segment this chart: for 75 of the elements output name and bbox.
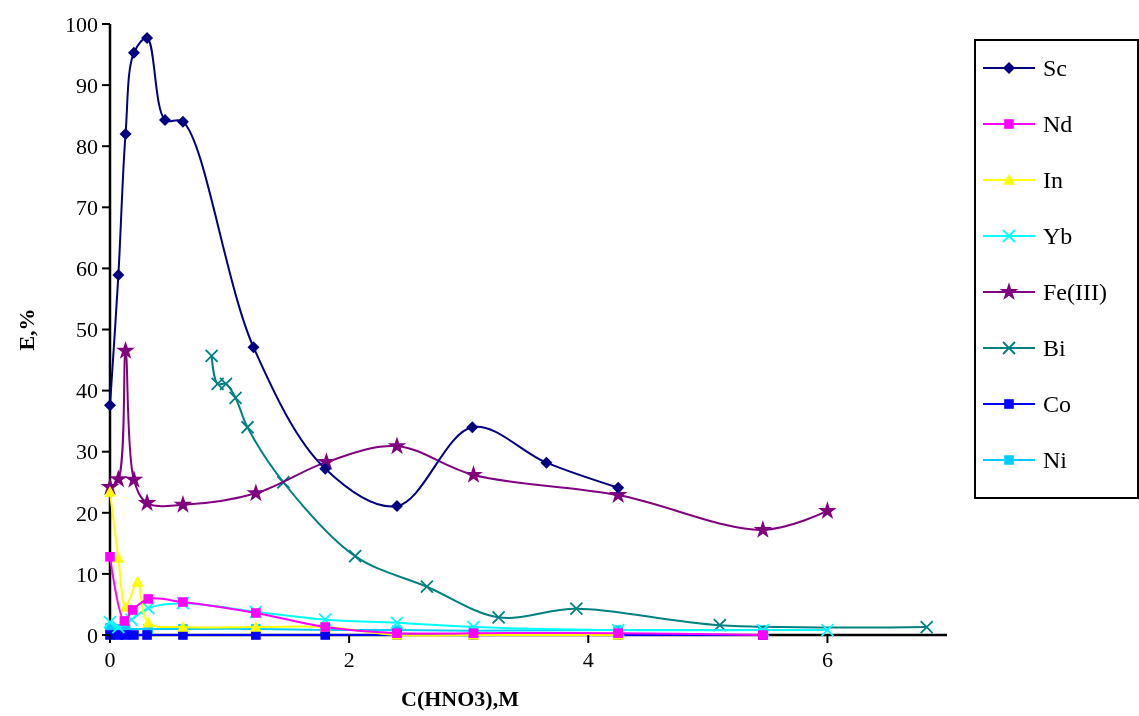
x-axis-title: C(HNO3),M — [401, 686, 520, 711]
point — [387, 436, 407, 455]
point — [419, 579, 434, 594]
y-tick-label: 40 — [76, 378, 98, 404]
point — [466, 421, 479, 434]
point — [540, 456, 553, 469]
point — [142, 616, 155, 628]
legend-label: Ni — [1043, 447, 1068, 474]
point — [104, 399, 116, 412]
point — [818, 501, 837, 519]
point — [112, 269, 125, 282]
legend-label: Nd — [1043, 111, 1073, 138]
point — [390, 615, 404, 630]
point — [390, 500, 403, 513]
y-tick-label: 90 — [76, 72, 98, 98]
point — [124, 470, 144, 488]
point — [820, 623, 835, 638]
legend-label: Sc — [1043, 55, 1067, 82]
x-tick-label: 0 — [104, 647, 116, 672]
legend-label: Fe(III) — [1043, 279, 1107, 306]
point — [753, 520, 773, 538]
point — [319, 462, 332, 475]
point — [116, 341, 135, 359]
y-tick-label: 60 — [76, 256, 98, 282]
point — [129, 630, 139, 640]
x-tick-label: 2 — [343, 647, 355, 672]
legend-label: In — [1043, 167, 1063, 194]
point — [173, 495, 193, 513]
point — [103, 615, 117, 630]
point — [712, 618, 727, 633]
point — [247, 341, 260, 354]
point — [137, 493, 157, 511]
point — [159, 113, 171, 126]
point — [105, 551, 115, 562]
y-tick-label: 70 — [76, 195, 98, 220]
point — [109, 469, 128, 488]
x-tick-label: 4 — [582, 647, 594, 672]
point — [240, 420, 255, 435]
point — [178, 597, 188, 607]
legend-label: Co — [1043, 391, 1072, 418]
legend-label: Yb — [1043, 223, 1073, 250]
point — [112, 552, 125, 563]
x-tick-label: 6 — [821, 647, 833, 672]
point — [919, 620, 934, 634]
y-tick-label: 50 — [76, 317, 98, 343]
point — [204, 348, 219, 363]
point — [348, 549, 363, 564]
y-axis-title: E,% — [14, 308, 39, 351]
point — [127, 605, 138, 615]
point — [612, 481, 625, 494]
point — [228, 391, 243, 405]
point — [464, 465, 483, 483]
y-tick-label: 100 — [65, 11, 98, 37]
y-tick-label: 0 — [87, 622, 98, 648]
point — [569, 601, 584, 616]
point — [119, 616, 130, 626]
point — [127, 46, 140, 59]
point — [246, 483, 266, 502]
point — [318, 612, 333, 627]
point — [124, 612, 139, 627]
point — [131, 575, 144, 587]
point — [276, 475, 291, 490]
y-tick-label: 10 — [76, 561, 98, 587]
y-tick-label: 30 — [76, 439, 98, 465]
point — [119, 127, 132, 140]
point — [141, 32, 154, 45]
point — [142, 630, 152, 640]
y-tick-label: 80 — [76, 133, 98, 159]
point — [251, 608, 261, 618]
point — [143, 594, 154, 604]
legend-label: Bi — [1043, 335, 1067, 362]
point — [141, 601, 156, 616]
y-tick-label: 20 — [76, 500, 98, 526]
point — [491, 610, 506, 625]
point — [176, 115, 189, 128]
